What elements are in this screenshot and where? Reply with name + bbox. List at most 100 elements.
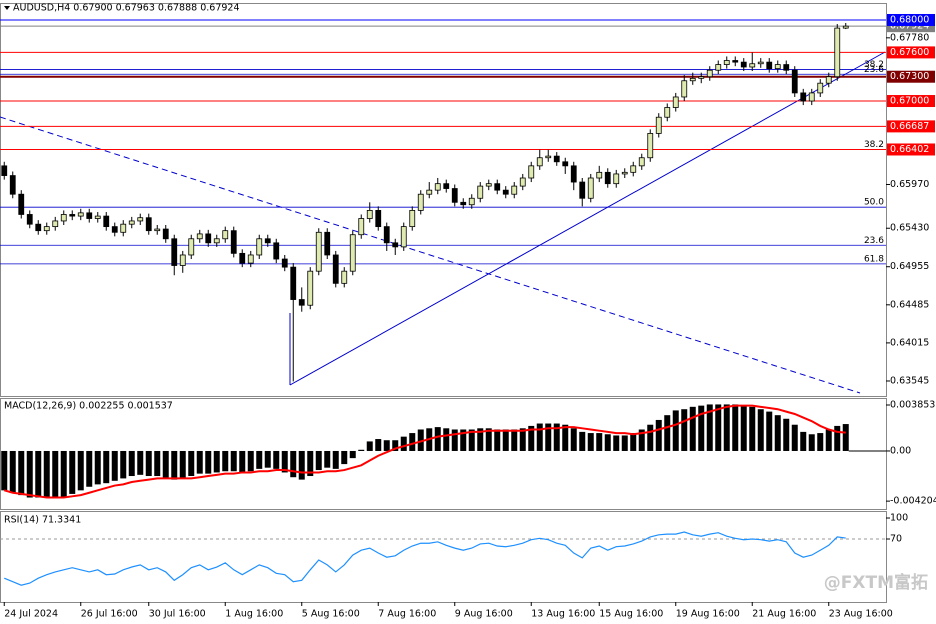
candle-body <box>672 96 679 108</box>
macd-bar <box>545 423 552 451</box>
level-label: 0.66687 <box>890 121 929 132</box>
macd-bar <box>647 424 654 451</box>
macd-bar <box>409 433 416 451</box>
macd-bar <box>264 450 271 468</box>
candle-body <box>502 189 509 195</box>
level-label: 0.67000 <box>890 96 929 107</box>
candle-body <box>706 69 713 78</box>
y-tick-label: 0.003853 <box>890 400 935 411</box>
candle-body <box>145 217 152 232</box>
macd-bar <box>52 450 59 498</box>
y-tick-label: -0.004204 <box>890 496 936 507</box>
macd-bar <box>434 427 441 451</box>
fib-label: 38.2 <box>864 60 884 70</box>
x-tick-label: 13 Aug 16:00 <box>531 609 595 620</box>
macd-bar <box>715 404 722 451</box>
candle-body <box>485 183 492 187</box>
level-label-box <box>887 70 935 83</box>
macd-bar <box>315 450 322 471</box>
macd-bar <box>451 429 458 451</box>
x-tick-label: 1 Aug 16:00 <box>225 609 283 620</box>
candle-body <box>613 173 620 185</box>
macd-bar <box>621 435 628 451</box>
macd-bar <box>341 450 348 465</box>
candle-body <box>86 212 93 219</box>
macd-bar <box>723 404 730 451</box>
macd-bar <box>171 450 178 480</box>
level-label-box <box>887 13 935 26</box>
candle-body <box>315 231 322 272</box>
candle-body <box>477 185 484 199</box>
candle-body <box>341 270 348 284</box>
signal-line <box>3 404 846 499</box>
macd-bar <box>256 450 263 469</box>
macd-bar <box>664 415 671 451</box>
macd-bar <box>111 450 118 481</box>
watermark: @FXTM富拓 <box>824 572 928 593</box>
candle-body <box>570 165 577 183</box>
candle-body <box>511 185 518 195</box>
macd-bar <box>366 441 373 451</box>
macd-bar <box>613 435 620 451</box>
candle-body <box>460 201 467 206</box>
fib-label: 38.2 <box>864 140 884 150</box>
chart-layer: 0.67780 0.65970 0.65430 0.64955 0.64485 0.640… <box>0 3 936 620</box>
macd-bar <box>400 436 407 451</box>
macd-bar <box>324 450 331 468</box>
candle-body <box>103 215 110 228</box>
candle-body <box>732 60 739 63</box>
macd-bar <box>281 450 288 473</box>
candle-body <box>647 133 654 159</box>
level-label: 0.67300 <box>890 71 929 82</box>
x-tick-label: 21 Aug 16:00 <box>752 609 816 620</box>
candle-body <box>69 214 76 217</box>
panel-title: MACD(12,26,9) 0.002255 0.001537 <box>4 401 173 412</box>
candle-body <box>766 61 773 70</box>
candle-body <box>18 193 25 215</box>
level-label-box <box>887 95 935 108</box>
candle-body <box>740 61 747 68</box>
macd-bar <box>596 433 603 451</box>
candle-body <box>630 165 637 173</box>
macd-bar <box>485 428 492 451</box>
candle-body <box>451 188 458 203</box>
macd-bar <box>69 450 76 494</box>
macd-bar <box>35 450 42 498</box>
macd-bar <box>120 450 127 479</box>
macd-bar <box>213 450 220 473</box>
level-label-box <box>887 46 935 59</box>
x-tick-label: 7 Aug 16:00 <box>378 609 436 620</box>
candle-body <box>434 183 441 191</box>
candle-body <box>256 238 263 256</box>
macd-bar <box>145 450 152 477</box>
macd-bar <box>519 428 526 451</box>
macd-bar <box>162 450 169 479</box>
macd-bar <box>698 405 705 451</box>
macd-bar <box>1 450 8 491</box>
candle-body <box>655 116 662 134</box>
candle-body <box>494 183 501 191</box>
macd-bar <box>740 405 747 451</box>
level-label-box <box>887 120 935 133</box>
candle-body <box>273 242 280 260</box>
macd-bar <box>808 434 815 451</box>
y-tick-label: 70 <box>890 534 902 545</box>
macd-bar <box>783 418 790 451</box>
macd-bar <box>638 429 645 451</box>
candle-body <box>621 171 628 175</box>
macd-bar <box>137 450 144 475</box>
candle-body <box>281 258 288 268</box>
candle-body <box>553 155 560 163</box>
candle-body <box>26 214 33 225</box>
candle-body <box>324 231 331 256</box>
macd-bar <box>154 450 161 477</box>
macd-bar <box>298 450 305 480</box>
macd-bar <box>77 450 84 491</box>
rsi-panel-frame <box>0 511 887 603</box>
candle-body <box>400 226 407 248</box>
macd-bar <box>834 425 841 451</box>
candle-body <box>358 218 365 236</box>
candle-body <box>43 226 50 232</box>
trendline <box>289 51 886 386</box>
